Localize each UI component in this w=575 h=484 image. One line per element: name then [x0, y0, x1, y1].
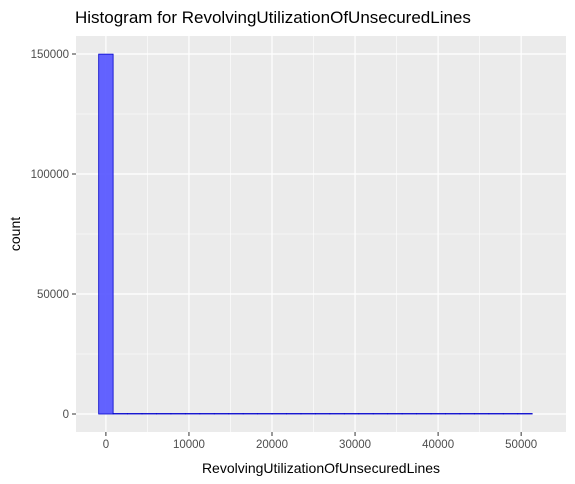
- histogram-bar: [473, 413, 490, 415]
- y-tick-label: 100000: [31, 169, 69, 181]
- histogram-bar: [416, 413, 432, 415]
- x-axis-title: RevolvingUtilizationOfUnsecuredLines: [202, 460, 440, 476]
- histogram-bar: [228, 413, 244, 415]
- y-tick-label: 0: [63, 409, 69, 421]
- x-tick-label: 30000: [339, 439, 371, 451]
- histogram-bar: [315, 413, 331, 415]
- histogram-bar: [156, 413, 172, 415]
- x-tick-label: 0: [103, 439, 109, 451]
- histogram-bar: [343, 413, 360, 415]
- histogram-bar: [242, 413, 259, 415]
- histogram-bar: [517, 413, 533, 415]
- y-tick-label: 50000: [37, 289, 69, 301]
- histogram-bar: [141, 413, 157, 415]
- histogram-bar: [199, 413, 215, 415]
- histogram-bar: [300, 413, 316, 415]
- histogram-bar: [372, 413, 389, 415]
- histogram-bars: [98, 53, 533, 415]
- histogram-bar: [98, 53, 114, 415]
- x-tick-label: 20000: [256, 439, 288, 451]
- histogram-bar: [488, 413, 504, 415]
- histogram-bar: [271, 413, 287, 415]
- histogram-bar: [459, 413, 475, 415]
- histogram-bar: [213, 413, 230, 415]
- x-tick-label: 10000: [173, 439, 205, 451]
- x-tick-label: 40000: [422, 439, 454, 451]
- histogram-bar: [170, 413, 186, 415]
- chart-title: Histogram for RevolvingUtilizationOfUnse…: [75, 8, 471, 27]
- histogram-bar: [112, 413, 128, 415]
- histogram-bar: [127, 413, 143, 415]
- histogram-bar: [358, 413, 374, 415]
- histogram-bar: [286, 413, 302, 415]
- y-axis-title: count: [7, 217, 23, 251]
- histogram-bar: [401, 413, 417, 415]
- histogram-bar: [502, 413, 519, 415]
- histogram-bar: [329, 413, 345, 415]
- histogram-bar: [445, 413, 461, 415]
- y-axis-ticks: 0 50000 100000 150000: [31, 49, 76, 421]
- y-tick-label: 150000: [31, 49, 69, 61]
- x-axis-ticks: 0 10000 20000 30000 40000 50000: [103, 432, 537, 451]
- x-tick-label: 50000: [505, 439, 537, 451]
- histogram-bar: [387, 413, 403, 415]
- histogram-bar: [257, 413, 273, 415]
- histogram-bar: [430, 413, 446, 415]
- histogram-bar: [184, 413, 201, 415]
- minor-gridlines: [76, 36, 566, 432]
